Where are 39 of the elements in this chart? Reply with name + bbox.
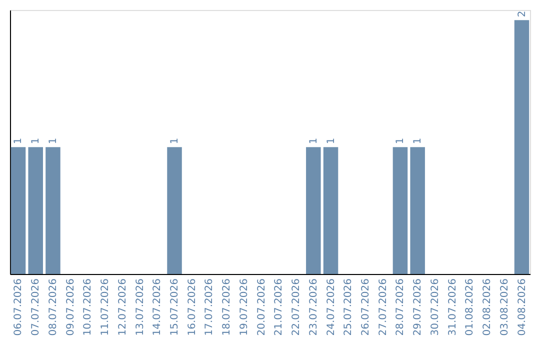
data-label: 1 [30, 138, 42, 144]
x-tick-label: 28.07.2026 [395, 278, 406, 336]
x-tick-label: 10.07.2026 [82, 278, 94, 336]
x-tick-label: 31.07.2026 [447, 278, 458, 336]
x-tick-label: 16.07.2026 [186, 278, 198, 336]
data-label: 1 [170, 138, 181, 144]
x-tick-label: 22.07.2026 [291, 278, 302, 336]
x-tick-label: 23.07.2026 [308, 278, 320, 336]
x-tick-label: 04.08.2026 [516, 278, 528, 336]
x-tick-label: 17.07.2026 [204, 278, 216, 336]
x-tick-label: 09.07.2026 [65, 278, 76, 336]
x-tick-label: 21.07.2026 [274, 278, 285, 336]
x-tick-label: 14.07.2026 [152, 278, 164, 336]
x-tick-label: 12.07.2026 [117, 278, 128, 336]
x-tick-label: 11.07.2026 [100, 278, 112, 336]
x-tick-label: 30.07.2026 [430, 278, 441, 336]
x-tick-label: 25.07.2026 [343, 278, 354, 336]
data-label: 1 [13, 138, 24, 144]
x-tick-label: 06.07.2026 [13, 278, 24, 336]
x-tick-label: 29.07.2026 [412, 278, 424, 336]
x-tick-label: 01.08.2026 [464, 278, 476, 336]
data-label: 2 [516, 10, 528, 18]
data-label: 1 [308, 138, 320, 144]
data-label: 1 [412, 138, 424, 144]
data-label: 1 [326, 138, 337, 144]
x-tick-label: 24.07.2026 [326, 278, 337, 336]
x-tick-label: 27.07.2026 [378, 278, 389, 336]
x-tick-label: 08.07.2026 [48, 278, 59, 336]
x-tick-label: 13.07.2026 [134, 278, 146, 336]
x-tick-label: 07.07.2026 [30, 278, 42, 336]
data-label: 1 [48, 138, 59, 144]
x-tick-label: 20.07.2026 [256, 278, 268, 336]
x-tick-label: 18.07.2026 [222, 278, 233, 336]
x-tick-label: 15.07.2026 [170, 278, 181, 336]
x-tick-label: 03.08.2026 [499, 278, 510, 336]
x-tick-label: 02.08.2026 [482, 278, 494, 336]
data-label: 1 [395, 138, 406, 144]
x-tick-label: 26.07.2026 [360, 278, 372, 336]
x-tick-label: 19.07.2026 [238, 278, 250, 336]
